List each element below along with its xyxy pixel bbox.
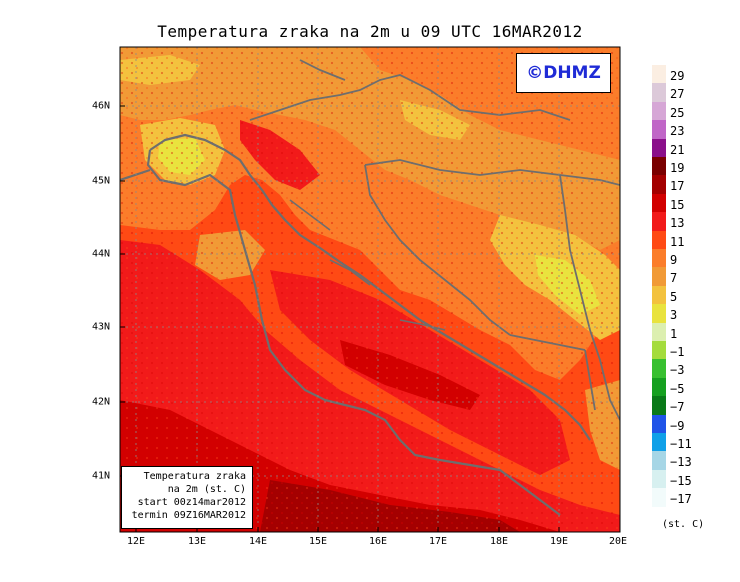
info-box: Temperatura zraka na 2m (st. C) start 00…: [121, 466, 253, 529]
x-tick-label: 19E: [549, 536, 569, 547]
colorbar-swatch: [652, 469, 666, 489]
y-tick-label: 42N: [92, 396, 111, 408]
colorbar-label: 9: [670, 253, 678, 267]
colorbar-swatch: [652, 157, 666, 176]
y-tick-label: 46N: [92, 100, 111, 112]
x-tick-label: 13E: [187, 536, 207, 547]
country-borders: [249, 59, 620, 421]
colorbar-label: −1: [670, 345, 685, 359]
colorbar-swatch: [652, 83, 666, 102]
colorbar-swatch: [652, 304, 666, 323]
colorbar-swatch: [652, 138, 666, 157]
info-line-2: na 2m (st. C): [167, 484, 246, 495]
y-tick-label: 43N: [92, 321, 111, 333]
colorbar-swatch: [652, 230, 666, 249]
colorbar-swatch: [652, 451, 666, 470]
colorbar-label: 3: [670, 308, 678, 323]
colorbar-swatch: [652, 175, 666, 194]
colorbar-label: 21: [670, 142, 685, 157]
colorbar-label: −13: [670, 455, 692, 470]
colorbar-label: −5: [670, 381, 685, 396]
y-tick-label: 45N: [92, 175, 111, 187]
info-line-1: Temperatura zraka: [143, 471, 246, 482]
x-tick-label: 18E: [489, 536, 509, 547]
y-tick-label: 44N: [92, 248, 111, 260]
colorbar-label: 7: [670, 271, 678, 286]
colorbar-units: (st. C): [662, 519, 705, 530]
info-line-3: start 00z14mar2012: [137, 497, 246, 508]
colorbar-swatch: [652, 396, 666, 415]
colorbar-label: 11: [670, 234, 685, 249]
colorbar-swatch: [652, 193, 666, 213]
colorbar-swatch: [652, 414, 666, 433]
colorbar-label: 13: [670, 216, 685, 231]
colorbar-label: −3: [670, 363, 685, 378]
x-tick-label: 17E: [428, 536, 448, 547]
colorbar-label: −7: [670, 400, 685, 415]
colorbar-label: −15: [670, 473, 692, 488]
x-tick-label: 12E: [126, 536, 146, 547]
map-frame: [119, 46, 621, 533]
x-tick-label: 20E: [608, 536, 628, 547]
copyright-label: ©DHMZ: [516, 53, 611, 93]
colorbar-swatch: [652, 322, 666, 341]
colorbar-swatch: [652, 249, 666, 268]
colorbar-label: 27: [670, 87, 685, 102]
colorbar-label: 5: [670, 289, 678, 304]
colorbar-label: 15: [670, 197, 685, 212]
colorbar-label: 1: [670, 326, 678, 341]
colorbar-swatch: [652, 341, 666, 360]
colorbar-label: 25: [670, 105, 685, 120]
colorbar-swatch: [652, 267, 666, 286]
colorbar-label: −9: [670, 418, 685, 433]
colorbar-swatch: [652, 359, 666, 378]
colorbar-label: 19: [670, 161, 685, 175]
colorbar-label: −11: [670, 437, 692, 451]
info-line-4: termin 09Z16MAR2012: [131, 510, 246, 521]
x-tick-label: 14E: [248, 536, 268, 547]
colorbar-label: 29: [670, 69, 685, 83]
colorbar-swatch: [652, 285, 666, 305]
x-tick-label: 15E: [308, 536, 328, 547]
x-tick-label: 16E: [368, 536, 388, 547]
colorbar-label: −17: [670, 492, 692, 507]
colorbar-swatch: [652, 120, 666, 139]
colorbar-swatch: [652, 377, 666, 397]
y-tick-label: 41N: [92, 470, 111, 482]
colorbar-swatch: [652, 101, 666, 121]
map-title: Temperatura zraka na 2m u 09 UTC 16MAR20…: [157, 22, 583, 41]
colorbar-swatch: [652, 488, 666, 507]
colorbar-label: 23: [670, 124, 685, 139]
colorbar-swatch: [652, 212, 666, 231]
colorbar-swatch: [652, 65, 666, 84]
colorbar-swatch: [652, 433, 666, 452]
coastline: [120, 133, 591, 516]
colorbar-label: 17: [670, 179, 685, 194]
